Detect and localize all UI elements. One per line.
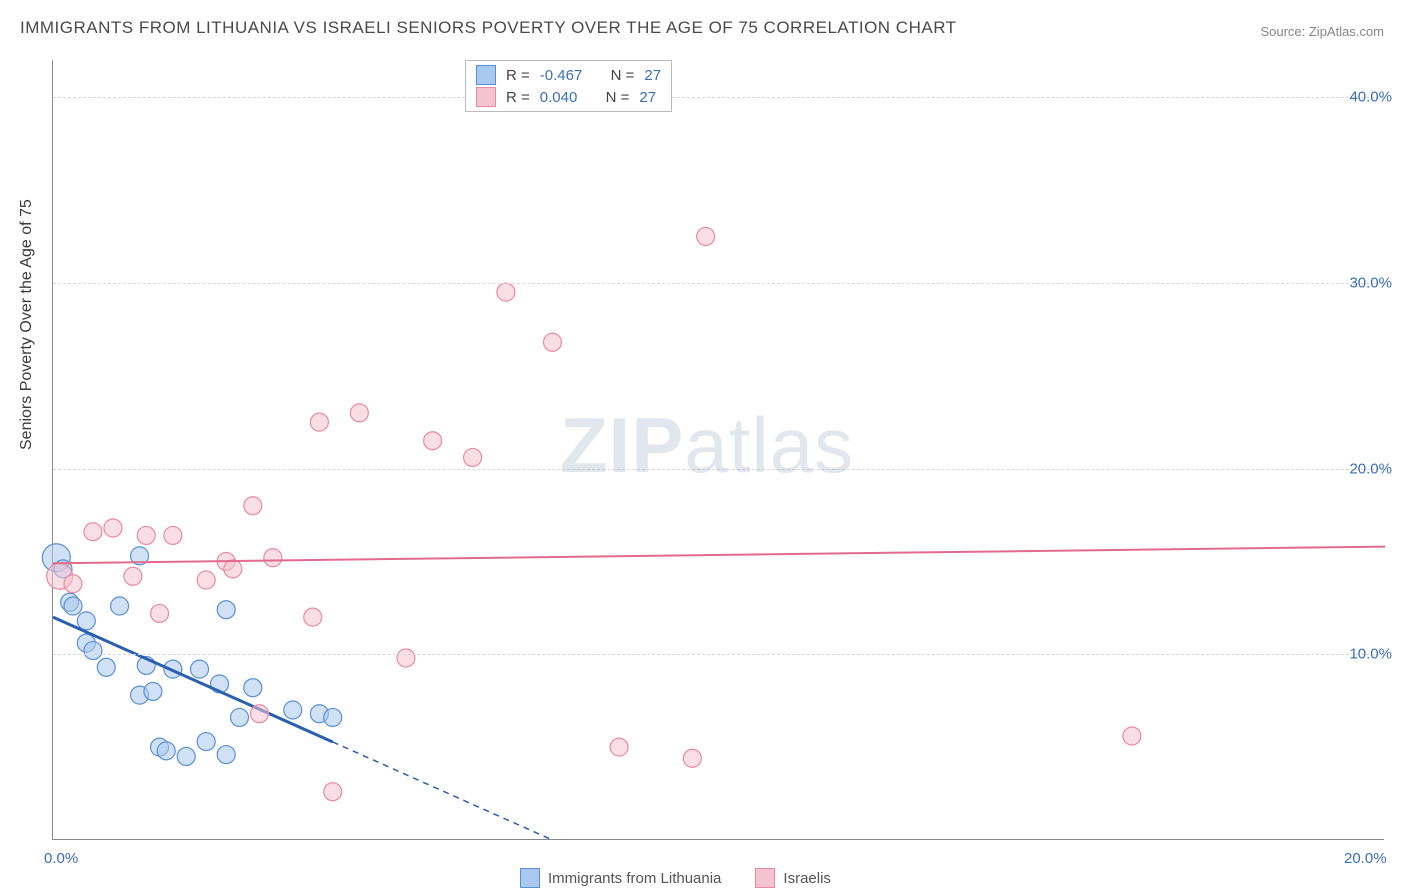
y-tick-label: 30.0% [1349,274,1392,291]
legend-label: Israelis [783,870,831,887]
regression-line [53,547,1385,564]
data-point [164,526,182,544]
plot-area [52,60,1384,840]
data-point [124,567,142,585]
data-point [310,413,328,431]
x-tick-label: 20.0% [1344,850,1387,867]
data-point [64,597,82,615]
r-label: R = [506,67,530,84]
y-tick-label: 40.0% [1349,89,1392,106]
chart-svg [53,60,1384,839]
data-point [177,747,195,765]
legend-stat-row: R = -0.467 N = 27 [476,65,661,85]
legend-item: Israelis [755,868,831,888]
data-point [197,571,215,589]
data-point [64,575,82,593]
data-point [244,679,262,697]
y-axis-title: Seniors Poverty Over the Age of 75 [18,199,36,450]
data-point [77,612,95,630]
y-tick-label: 10.0% [1349,646,1392,663]
data-point [137,526,155,544]
legend-series: Immigrants from Lithuania Israelis [520,868,831,888]
data-point [497,283,515,301]
data-point [350,404,368,422]
n-label: N = [611,67,635,84]
source-text: Source: ZipAtlas.com [1260,24,1384,39]
data-point [217,746,235,764]
x-tick-label: 0.0% [44,850,78,867]
data-point [151,604,169,622]
data-point [544,333,562,351]
data-point [1123,727,1141,745]
data-point [683,749,701,767]
data-point [97,658,115,676]
legend-stats: R = -0.467 N = 27 R = 0.040 N = 27 [465,60,672,112]
data-point [397,649,415,667]
data-point [84,642,102,660]
r-label: R = [506,89,530,106]
data-point [324,783,342,801]
data-point [264,549,282,567]
r-value: -0.467 [540,67,583,84]
y-tick-label: 20.0% [1349,460,1392,477]
data-point [697,227,715,245]
r-value: 0.040 [540,89,578,106]
gridline-h [53,654,1384,655]
legend-stat-row: R = 0.040 N = 27 [476,87,661,107]
legend-item: Immigrants from Lithuania [520,868,721,888]
chart-title: IMMIGRANTS FROM LITHUANIA VS ISRAELI SEN… [20,18,957,38]
data-point [197,733,215,751]
gridline-h [53,283,1384,284]
data-point [230,708,248,726]
data-point [224,560,242,578]
legend-swatch [476,87,496,107]
data-point [610,738,628,756]
legend-swatch [755,868,775,888]
data-point [157,742,175,760]
data-point [104,519,122,537]
data-point [191,660,209,678]
n-value: 27 [644,67,661,84]
data-point [464,448,482,466]
legend-swatch [520,868,540,888]
data-point [250,705,268,723]
data-point [424,432,442,450]
regression-line [53,617,333,742]
data-point [324,708,342,726]
data-point [304,608,322,626]
gridline-h [53,469,1384,470]
legend-label: Immigrants from Lithuania [548,870,721,887]
data-point [111,597,129,615]
gridline-h [53,97,1384,98]
data-point [84,523,102,541]
legend-swatch [476,65,496,85]
n-label: N = [606,89,630,106]
regression-line-dashed [333,742,553,840]
data-point [244,497,262,515]
data-point [284,701,302,719]
data-point [144,682,162,700]
data-point [217,601,235,619]
n-value: 27 [639,89,656,106]
